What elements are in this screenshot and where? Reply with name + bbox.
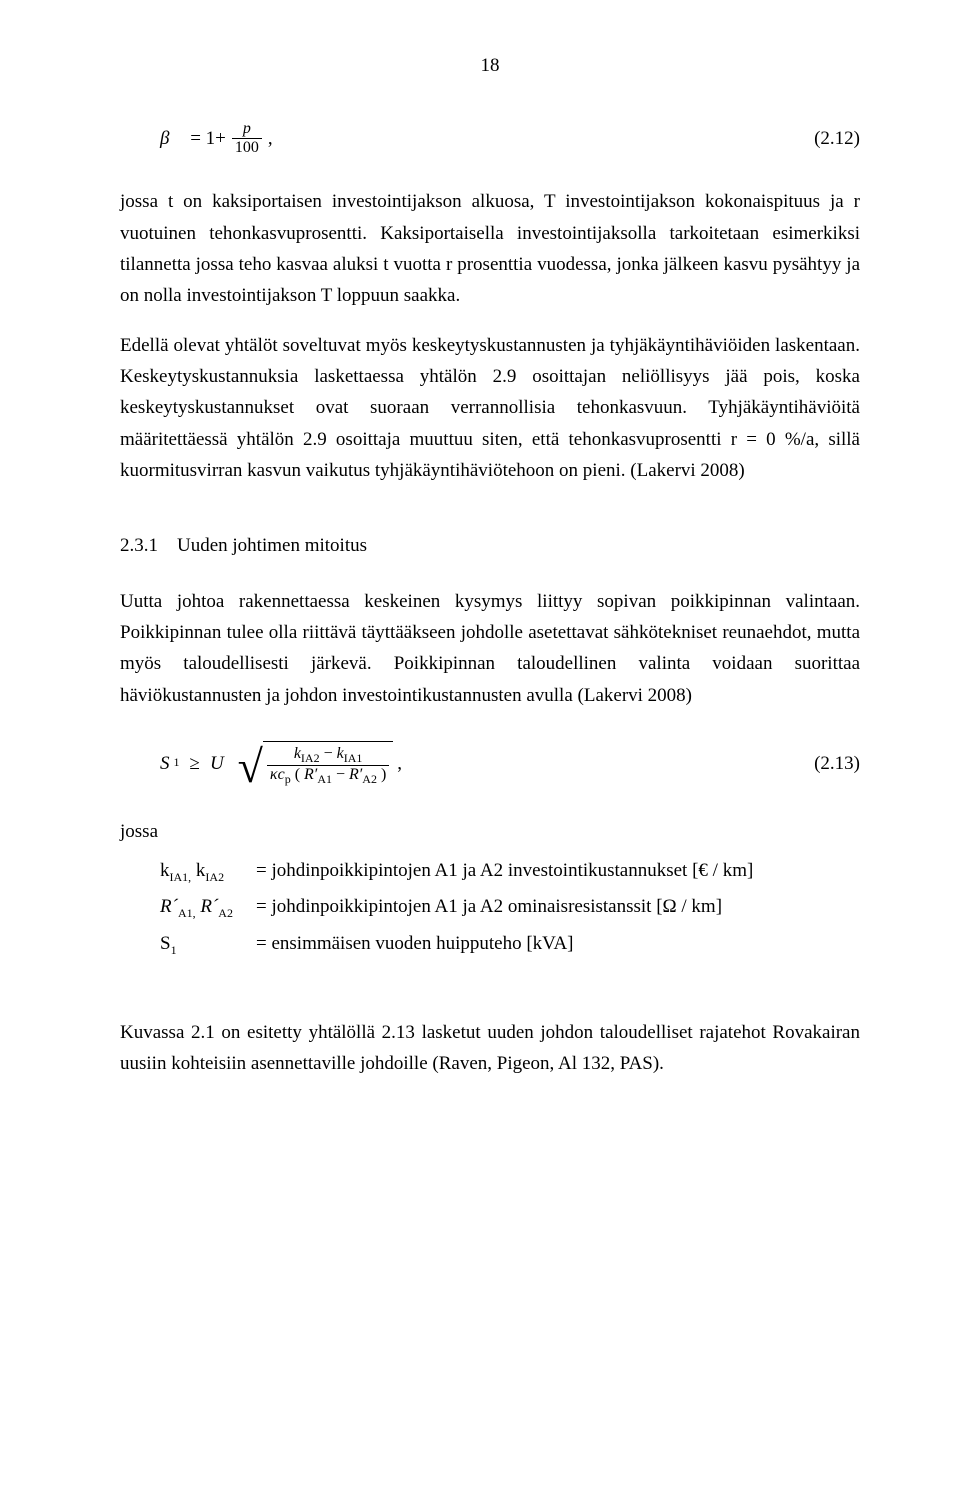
sqrt-icon: √: [238, 753, 263, 797]
equation-2-13: S1 ≥ U √ kIA2 − kIA1 κcp: [160, 741, 860, 785]
equation-2-13-body: S1 ≥ U √ kIA2 − kIA1 κcp: [160, 741, 402, 785]
eq1-num: p: [240, 121, 254, 137]
eq2-num-kIA1-sub: IA1: [344, 751, 363, 765]
eq1-eqsign: = 1+: [190, 123, 226, 154]
eq2-den-close: ): [381, 766, 386, 783]
paragraph-2: Edellä olevat yhtälöt soveltuvat myös ke…: [120, 330, 860, 487]
def1-text: = johdinpoikkipintojen A1 ja A2 investoi…: [256, 853, 759, 890]
eq2-den-open: (: [295, 766, 300, 783]
def1-sym-kIA2-sub: IA2: [205, 870, 224, 884]
def3-text: = ensimmäisen vuoden huipputeho [kVA]: [256, 926, 759, 963]
eq2-num-kIA1: k: [337, 745, 344, 762]
paragraph-1: jossa t on kaksiportaisen investointijak…: [120, 186, 860, 311]
eq2-den-kcp: κc: [270, 766, 285, 783]
def2-sym-RA1: R´: [160, 896, 178, 917]
eq2-ge: ≥: [190, 748, 200, 779]
section-title: Uuden johtimen mitoitus: [177, 535, 367, 556]
equation-2-12-number: (2.12): [814, 123, 860, 154]
def-row-3: S1 = ensimmäisen vuoden huipputeho [kVA]: [160, 926, 759, 963]
eq2-trail: ,: [397, 748, 402, 779]
eq2-fraction: kIA2 − kIA1 κcp ( R′A1 − R′A2 ): [267, 746, 389, 785]
eq2-U: U: [210, 748, 224, 779]
eq1-fraction: p 100: [232, 121, 262, 156]
def-row-1: kIA1, kIA2 = johdinpoikkipintojen A1 ja …: [160, 853, 759, 890]
eq2-den-RA1: R′: [304, 766, 317, 783]
eq2-S: S: [160, 748, 170, 779]
paragraph-3: Uutta johtoa rakennettaessa keskeinen ky…: [120, 586, 860, 711]
eq2-den-RA2: R′: [349, 766, 362, 783]
def2-sym-RA2: R´: [200, 896, 218, 917]
page-root: 18 β = 1+ p 100 , (2.12) jossa t on kaks…: [0, 0, 960, 1506]
eq2-den-RA2-sub: A2: [362, 773, 377, 787]
paragraph-4: Kuvassa 2.1 on esitetty yhtälöllä 2.13 l…: [120, 1017, 860, 1080]
eq2-den-p-sub: p: [285, 773, 291, 787]
equation-2-12: β = 1+ p 100 , (2.12): [160, 121, 860, 156]
eq1-beta: β: [160, 123, 169, 154]
section-num: 2.3.1: [120, 535, 158, 556]
eq2-num-kIA2: k: [294, 745, 301, 762]
def1-sym-kIA1: k: [160, 860, 170, 881]
def2-sym-RA1-sub: A1,: [178, 906, 196, 920]
eq1-den: 100: [232, 140, 262, 156]
section-heading-2-3-1: 2.3.1 Uuden johtimen mitoitus: [120, 530, 860, 561]
eq2-den-RA1-sub: A1: [317, 773, 332, 787]
def3-sym-S1: S: [160, 933, 171, 954]
eq2-num-minus: −: [324, 745, 333, 762]
def2-sym-RA2-sub: A2: [218, 906, 233, 920]
equation-2-13-number: (2.13): [814, 748, 860, 779]
eq2-S-sub: 1: [174, 753, 180, 773]
equation-2-12-body: β = 1+ p 100 ,: [160, 121, 273, 156]
symbol-definitions: kIA1, kIA2 = johdinpoikkipintojen A1 ja …: [160, 853, 860, 963]
page-number: 18: [120, 50, 860, 81]
def3-sym-S1-sub: 1: [171, 943, 177, 957]
eq2-num-kIA2-sub: IA2: [301, 751, 320, 765]
def-row-2: R´A1, R´A2 = johdinpoikkipintojen A1 ja …: [160, 889, 759, 926]
jossa-label: jossa: [120, 816, 860, 847]
eq2-den-minus: −: [336, 766, 345, 783]
def1-sym-kIA1-sub: IA1,: [170, 870, 192, 884]
def2-text: = johdinpoikkipintojen A1 ja A2 ominaisr…: [256, 889, 759, 926]
eq2-sqrt: √ kIA2 − kIA1 κcp ( R′A1 −: [238, 741, 394, 785]
def1-sym-kIA2: k: [196, 860, 206, 881]
eq1-trail: ,: [268, 123, 273, 154]
